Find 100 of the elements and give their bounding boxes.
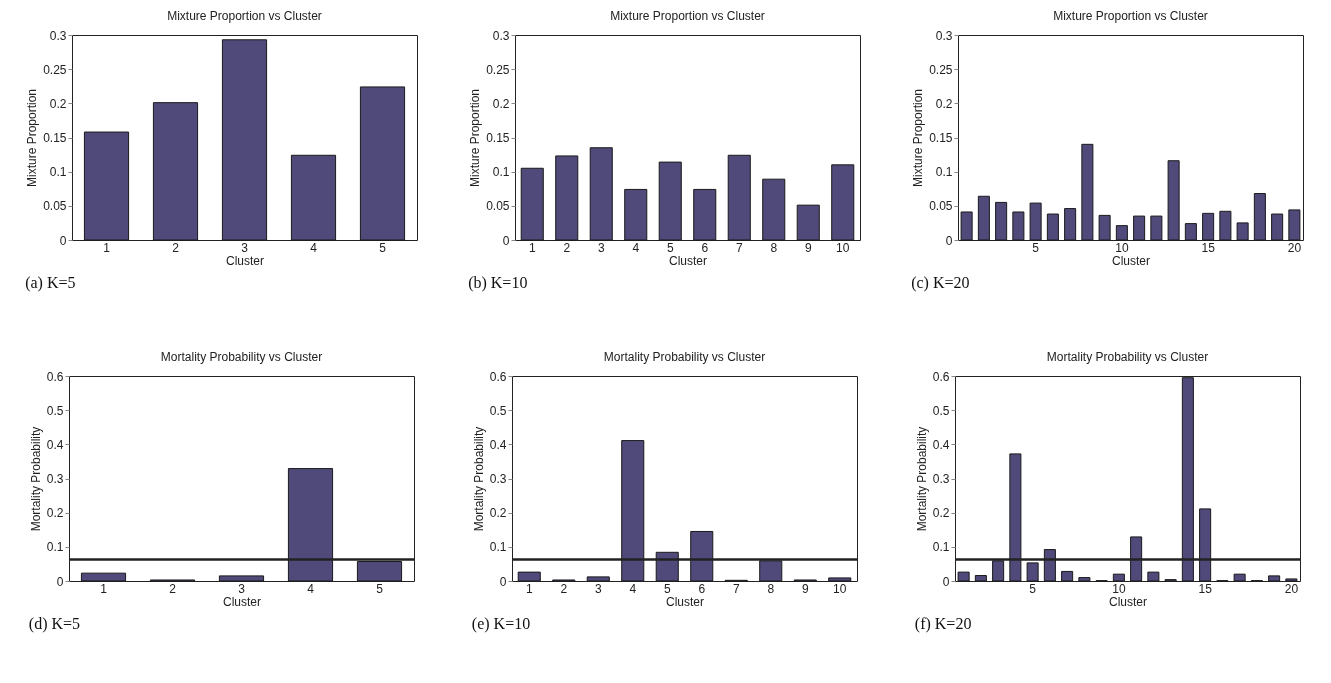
y-tick-label: 0.1 xyxy=(935,165,953,180)
chart-title: Mortality Probability vs Cluster xyxy=(603,350,765,364)
y-tick-label: 0.2 xyxy=(49,96,67,111)
y-tick-label: 0.1 xyxy=(489,540,507,555)
x-tick-label: 5 xyxy=(1028,581,1036,596)
x-tick-label: 9 xyxy=(801,581,809,596)
x-axis-title: Cluster xyxy=(225,253,265,268)
x-tick-label: 3 xyxy=(237,581,245,596)
y-axis-title: Mixture Proportion xyxy=(911,88,926,188)
y-axis-title: Mixture Proportion xyxy=(468,88,483,188)
y-tick-label: 0.25 xyxy=(486,62,510,77)
x-tick-label: 4 xyxy=(628,581,636,596)
y-tick-label: 0.1 xyxy=(932,540,950,555)
chart-title: Mixture Proportion vs Cluster xyxy=(1053,9,1208,23)
y-tick-label: 0.6 xyxy=(46,369,64,384)
x-tick-label: 20 xyxy=(1287,240,1302,255)
x-tick-label: 5 xyxy=(1032,240,1040,255)
x-tick-label: 10 xyxy=(1111,581,1126,596)
y-tick-label: 0.25 xyxy=(43,62,67,77)
text: (a) K=5 xyxy=(25,273,76,292)
x-tick-label: 20 xyxy=(1284,581,1298,596)
y-tick-label: 0.3 xyxy=(489,472,507,486)
y-tick-label: 0.2 xyxy=(489,506,507,521)
x-tick-label: 15 xyxy=(1201,240,1216,255)
y-tick-label: 0.3 xyxy=(932,472,950,486)
y-tick-label: 0.4 xyxy=(932,437,950,452)
y-tick-label: 0.4 xyxy=(46,437,64,452)
x-tick-label: 6 xyxy=(697,581,705,596)
text: (f) K=20 xyxy=(914,614,971,633)
y-axis-title: Mortality Probability xyxy=(471,426,486,532)
x-axis-title: Cluster xyxy=(222,594,261,609)
x-tick-label: 5 xyxy=(666,240,674,255)
x-axis-title: Cluster xyxy=(668,253,708,268)
x-tick-label: 4 xyxy=(310,240,318,255)
chart-title: Mortality Probability vs Cluster xyxy=(1046,350,1208,364)
x-axis-title: Cluster xyxy=(1108,594,1147,609)
x-axis-title: Cluster xyxy=(1111,253,1151,268)
y-axis-title: Mixture Proportion xyxy=(25,88,40,188)
y-tick-label: 0.25 xyxy=(929,62,953,77)
x-tick-label: 6 xyxy=(701,240,709,255)
x-tick-label: 2 xyxy=(563,240,571,255)
y-tick-label: 0 xyxy=(499,574,507,589)
y-tick-label: 0.3 xyxy=(935,28,953,43)
y-tick-label: 0.6 xyxy=(932,369,950,384)
y-tick-label: 0.15 xyxy=(486,131,510,145)
x-tick-label: 10 xyxy=(832,581,847,596)
x-tick-label: 2 xyxy=(168,581,176,596)
y-tick-label: 0.5 xyxy=(932,403,950,418)
y-tick-label: 0 xyxy=(59,233,67,248)
y-tick-label: 0.4 xyxy=(489,437,507,452)
y-tick-label: 0.05 xyxy=(929,199,953,214)
x-tick-label: 3 xyxy=(594,581,602,596)
x-tick-label: 3 xyxy=(597,240,605,255)
y-tick-label: 0.2 xyxy=(935,96,953,111)
x-tick-label: 1 xyxy=(528,240,536,255)
y-tick-label: 0.5 xyxy=(46,403,64,418)
y-tick-label: 0.15 xyxy=(929,131,953,145)
x-tick-label: 5 xyxy=(379,240,387,255)
x-tick-label: 15 xyxy=(1197,581,1212,596)
text: (c) K=20 xyxy=(911,273,970,292)
y-tick-label: 0 xyxy=(945,233,953,248)
y-axis-title: Mortality Probability xyxy=(914,426,929,532)
y-tick-label: 0.2 xyxy=(492,96,510,111)
y-tick-label: 0.3 xyxy=(46,472,64,486)
y-tick-label: 0.2 xyxy=(932,506,950,521)
y-tick-label: 0.3 xyxy=(49,28,67,43)
y-tick-label: 0.05 xyxy=(486,199,510,214)
y-tick-label: 0.1 xyxy=(49,165,67,180)
x-tick-label: 7 xyxy=(732,581,740,596)
text: (e) K=10 xyxy=(471,614,530,633)
chart-title: Mixture Proportion vs Cluster xyxy=(167,9,322,23)
x-tick-label: 10 xyxy=(836,240,850,255)
x-tick-label: 8 xyxy=(770,240,778,255)
text: (b) K=10 xyxy=(468,273,528,292)
x-tick-label: 10 xyxy=(1115,240,1129,255)
x-tick-label: 4 xyxy=(632,240,640,255)
y-tick-label: 0 xyxy=(942,574,950,589)
x-tick-label: 5 xyxy=(375,581,383,596)
x-tick-label: 3 xyxy=(241,240,249,255)
y-tick-label: 0.2 xyxy=(46,506,64,521)
x-tick-label: 2 xyxy=(172,240,180,255)
y-tick-label: 0.1 xyxy=(46,540,64,555)
x-tick-label: 8 xyxy=(766,581,774,596)
y-tick-label: 0.5 xyxy=(489,403,507,418)
x-tick-label: 7 xyxy=(735,240,743,255)
x-axis-title: Cluster xyxy=(665,594,704,609)
text: (d) K=5 xyxy=(28,614,80,633)
x-tick-label: 1 xyxy=(103,240,111,255)
chart-title: Mortality Probability vs Cluster xyxy=(160,350,322,364)
y-axis-title: Mortality Probability xyxy=(28,426,43,532)
x-tick-label: 5 xyxy=(663,581,671,596)
y-tick-label: 0 xyxy=(502,233,510,248)
x-tick-label: 1 xyxy=(99,581,107,596)
y-tick-label: 0.15 xyxy=(43,131,67,145)
y-tick-label: 0.1 xyxy=(492,165,510,180)
x-tick-label: 1 xyxy=(525,581,533,596)
y-tick-label: 0 xyxy=(56,574,64,589)
x-tick-label: 4 xyxy=(306,581,314,596)
x-tick-label: 2 xyxy=(559,581,567,596)
y-tick-label: 0.05 xyxy=(43,199,67,214)
